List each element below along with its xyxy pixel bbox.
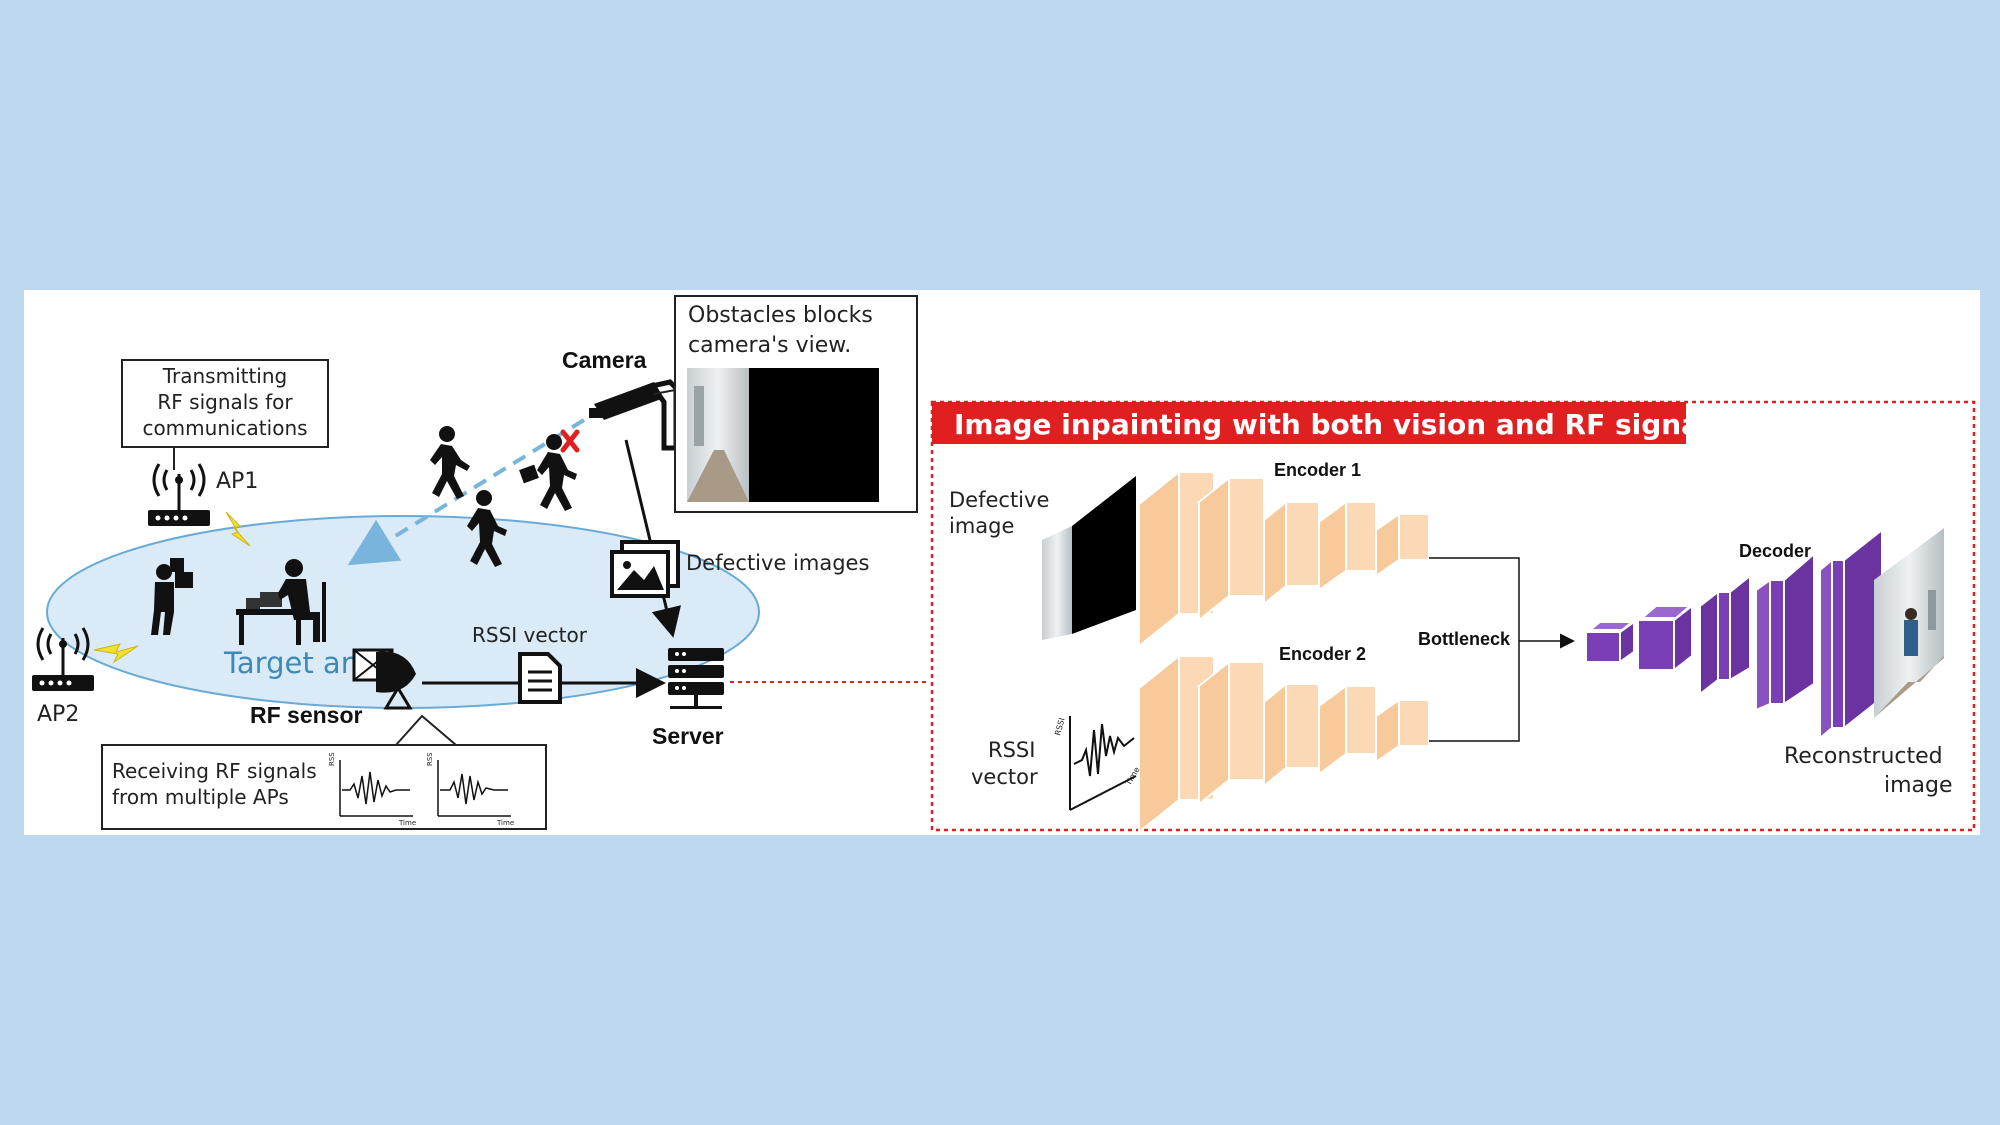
person-at-desk-icon bbox=[236, 559, 326, 645]
rss-mini-plot-2: RSS Time bbox=[426, 752, 514, 827]
ap1-lightning-icon bbox=[225, 511, 251, 547]
encoder-2-blocks bbox=[1138, 653, 1430, 835]
defective-image-label-2: image bbox=[949, 514, 1014, 538]
ap1-callout-line-2: RF signals for bbox=[157, 390, 293, 414]
camera-callout-line-1: Obstacles blocks bbox=[688, 303, 873, 328]
document-icon bbox=[518, 652, 562, 704]
blocked-x-icon bbox=[560, 429, 580, 453]
defective-image-input bbox=[1042, 476, 1136, 640]
rf-callout-line-1: Receiving RF signals bbox=[112, 759, 317, 783]
system-diagram: Target area Transmitting RF signals for … bbox=[32, 295, 1976, 835]
walking-person-with-bag-icon bbox=[519, 434, 577, 511]
rss-mini-plot-2-xlabel: Time bbox=[496, 819, 514, 827]
server-label: Server bbox=[652, 723, 724, 749]
decoder-blocks bbox=[1585, 527, 1883, 741]
encoder-2-label: Encoder 2 bbox=[1279, 644, 1366, 664]
camera-label: Camera bbox=[562, 347, 647, 373]
camera-callout-line-2: camera's view. bbox=[688, 333, 851, 358]
rss-mini-plot-1: RSS Time bbox=[328, 752, 416, 827]
ap1-router-icon bbox=[148, 463, 210, 526]
rssi-input-plot-ylabel: RSSI bbox=[1053, 717, 1066, 737]
encoder-1-label: Encoder 1 bbox=[1274, 460, 1361, 480]
ap2-label: AP2 bbox=[37, 702, 79, 727]
defective-image-label-1: Defective bbox=[949, 488, 1049, 512]
person-carrying-boxes-icon bbox=[151, 558, 193, 635]
rss-mini-plot-1-xlabel: Time bbox=[398, 819, 416, 827]
rssi-input-plot: RSSI Time bbox=[1053, 716, 1142, 811]
camera-to-server-arrow bbox=[624, 439, 681, 638]
reconstructed-image bbox=[1874, 528, 1944, 718]
walking-person-icon-1 bbox=[430, 426, 470, 499]
rf-callout-line-2: from multiple APs bbox=[112, 785, 289, 809]
rss-mini-plot-1-ylabel: RSS bbox=[328, 752, 336, 766]
ap1-callout-line-1: Transmitting bbox=[162, 364, 288, 388]
bottleneck-connectors bbox=[1429, 557, 1520, 742]
ap1-callout-line-3: communications bbox=[142, 416, 307, 440]
bottleneck-label: Bottleneck bbox=[1418, 629, 1511, 649]
reconstructed-label-1: Reconstructed bbox=[1784, 744, 1943, 769]
ap2-router-icon bbox=[32, 627, 94, 691]
encoder-1-blocks bbox=[1138, 469, 1430, 649]
rss-mini-plot-2-ylabel: RSS bbox=[426, 752, 434, 766]
defective-images-label: Defective images bbox=[686, 551, 869, 575]
server-icon bbox=[668, 648, 724, 709]
rssi-input-label-2: vector bbox=[971, 765, 1038, 789]
reconstructed-label-2: image bbox=[1884, 773, 1953, 798]
rssi-vector-label: RSSI vector bbox=[472, 623, 588, 647]
rssi-input-label-1: RSSI bbox=[988, 738, 1035, 762]
walking-person-icon-2 bbox=[467, 490, 507, 567]
model-title-bar bbox=[932, 402, 1686, 444]
defective-images-icon bbox=[610, 540, 680, 598]
rf-callout: Receiving RF signals from multiple APs bbox=[101, 714, 547, 830]
defective-camera-view-image bbox=[687, 368, 879, 502]
ap1-callout: Transmitting RF signals for communicatio… bbox=[121, 359, 329, 470]
rf-sensor-label: RF sensor bbox=[250, 702, 363, 728]
model-title: Image inpainting with both vision and RF… bbox=[954, 408, 1726, 441]
decoder-label: Decoder bbox=[1739, 541, 1811, 561]
ap1-label: AP1 bbox=[216, 469, 258, 494]
figure-panel: Target area Transmitting RF signals for … bbox=[24, 290, 1980, 835]
rf-sensor-icon bbox=[352, 648, 416, 710]
ap2-lightning-icon bbox=[93, 643, 139, 664]
